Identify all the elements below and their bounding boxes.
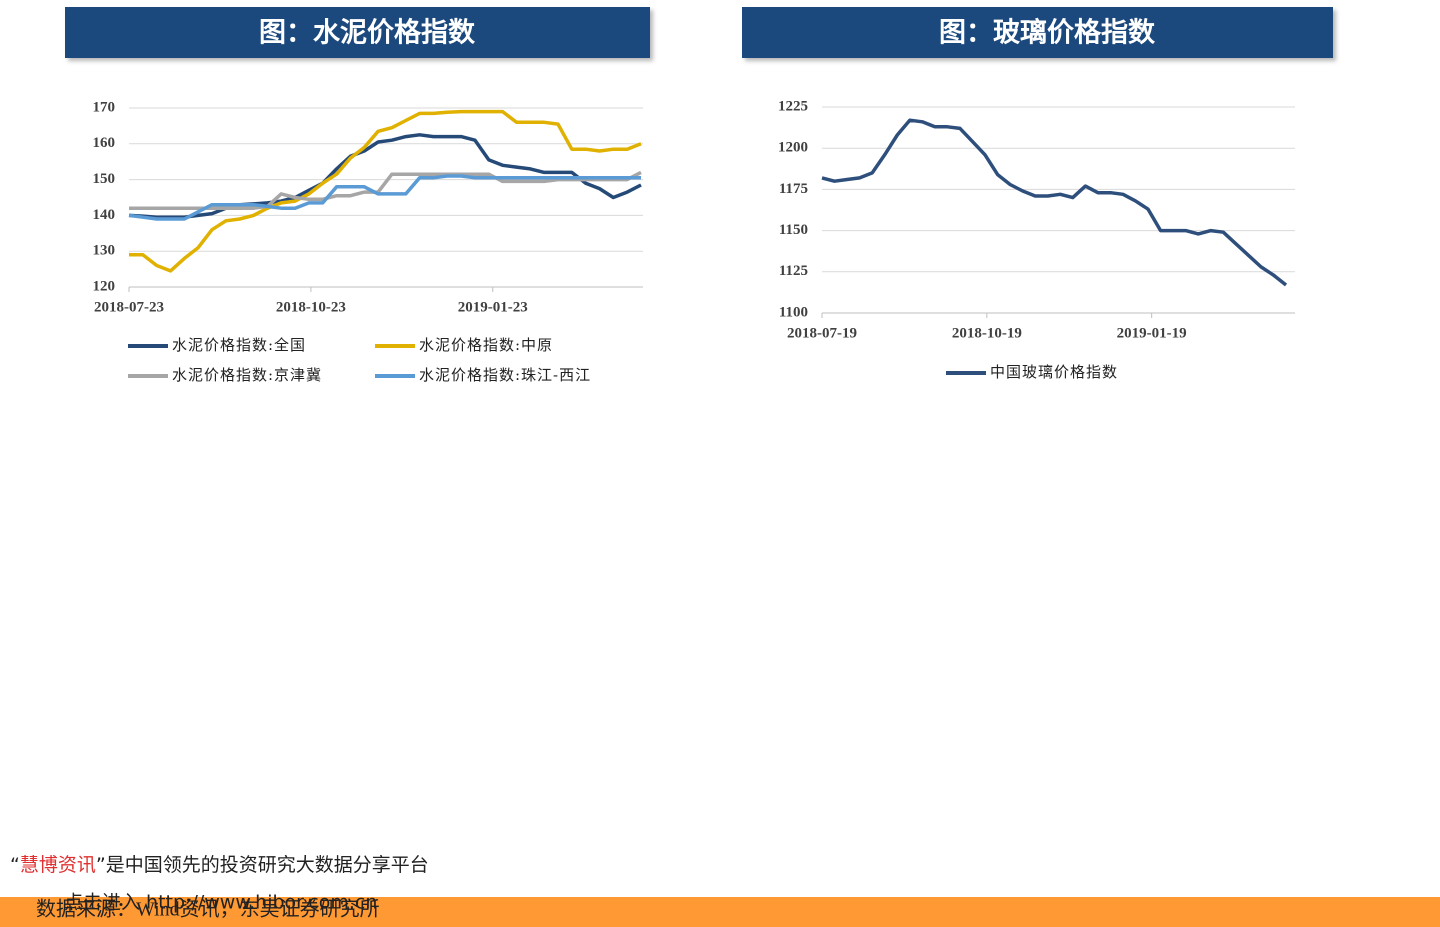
source: 数据来源：Wind资讯，东吴证券研究所	[36, 898, 380, 921]
x-tick-label: 2019-01-19	[1117, 325, 1187, 341]
title-box	[742, 7, 1333, 58]
y-tick-label: 1200	[778, 140, 808, 156]
legend-label: 水泥价格指数:京津冀	[172, 366, 322, 384]
legend-label: 中国玻璃价格指数	[990, 363, 1118, 381]
legend-label: 水泥价格指数:珠江-西江	[419, 366, 591, 384]
y-tick-label: 130	[93, 243, 116, 259]
series-line	[821, 118, 1288, 287]
series-line	[129, 109, 642, 273]
y-tick-label: 120	[93, 278, 116, 294]
x-tick-label: 2018-07-23	[94, 299, 164, 315]
chart-title: 图：水泥价格指数	[259, 18, 476, 49]
x-tick-label: 2018-10-19	[952, 325, 1022, 341]
y-tick-label: 170	[93, 99, 116, 115]
y-tick-label: 1225	[778, 98, 808, 114]
chart-title: 图：玻璃价格指数	[939, 18, 1156, 49]
title-box	[65, 7, 650, 58]
watermark-slogan: 是中国领先的投资研究大数据分享平台	[106, 854, 429, 876]
y-tick-label: 1100	[779, 304, 808, 320]
y-tick-label: 1125	[779, 263, 808, 279]
series-line	[129, 170, 642, 210]
legend-label: 水泥价格指数:全国	[172, 336, 306, 354]
y-tick-label: 160	[93, 135, 116, 151]
watermark-brand: 慧博资讯	[20, 854, 96, 876]
watermark: “慧博资讯”是中国领先的投资研究大数据分享平台	[10, 854, 429, 876]
y-tick-label: 1175	[779, 181, 808, 197]
x-tick-label: 2019-01-23	[458, 299, 528, 315]
series-line	[128, 174, 641, 221]
footer-bar	[0, 897, 1440, 927]
watermark-link[interactable]: 点击进入 http://www.hibor.com.cn	[64, 892, 377, 914]
x-tick-label: 2018-10-23	[276, 299, 346, 315]
y-tick-label: 150	[93, 171, 116, 187]
x-tick-label: 2018-07-19	[787, 325, 857, 341]
legend-label: 水泥价格指数:中原	[419, 336, 553, 354]
y-tick-label: 1150	[779, 222, 808, 238]
y-tick-label: 140	[93, 207, 116, 223]
series-line	[128, 133, 642, 219]
